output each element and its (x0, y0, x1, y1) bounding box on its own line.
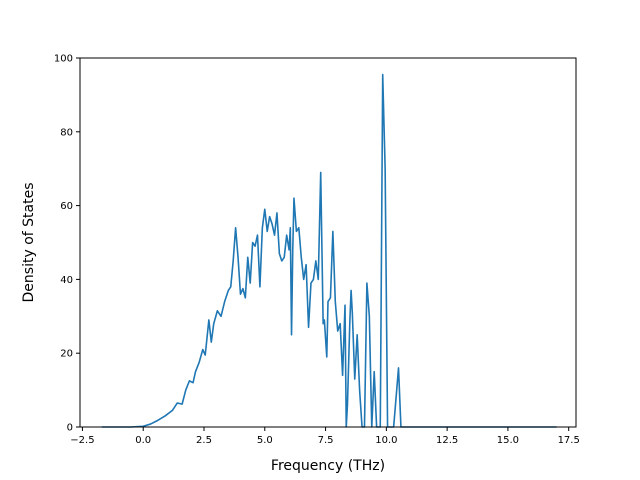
x-axis-ticks: −2.5 0.0 2.5 5.0 7.5 10.0 12.5 15.0 17.5 (70, 427, 580, 446)
y-tick-label: 20 (60, 349, 73, 360)
y-tick-label: 100 (54, 54, 73, 65)
x-tick-label: 17.5 (558, 435, 580, 446)
x-tick-label: −2.5 (70, 435, 94, 446)
x-tick-label: 15.0 (497, 435, 519, 446)
y-tick-label: 0 (67, 423, 73, 434)
axes-frame (79, 57, 577, 428)
plot-area (101, 73, 557, 428)
dos-series-line (101, 73, 557, 428)
y-axis-ticks: 0 20 40 60 80 100 (54, 54, 80, 434)
x-tick-label: 0.0 (135, 435, 151, 446)
x-tick-label: 7.5 (318, 435, 334, 446)
x-tick-label: 10.0 (375, 435, 397, 446)
y-tick-label: 80 (60, 127, 73, 138)
y-tick-label: 60 (60, 201, 73, 212)
x-axis-label: Frequency (THz) (271, 458, 385, 474)
x-tick-label: 5.0 (257, 435, 273, 446)
y-axis-label: Density of States (21, 183, 37, 303)
x-tick-label: 2.5 (196, 435, 212, 446)
y-tick-label: 40 (60, 275, 73, 286)
x-tick-label: 12.5 (436, 435, 458, 446)
